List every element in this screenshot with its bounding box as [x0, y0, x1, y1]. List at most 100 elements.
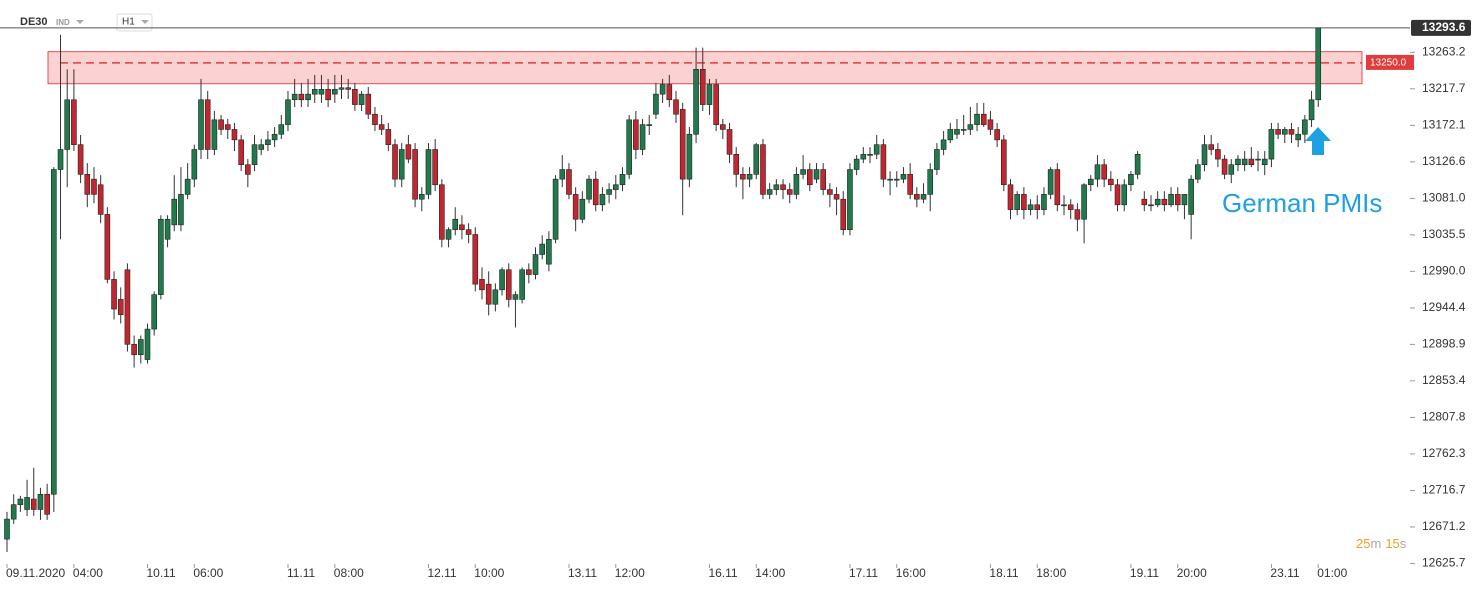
instrument-type[interactable]: IND	[56, 18, 70, 27]
candle-body	[224, 124, 231, 130]
candle-body	[245, 164, 251, 175]
candle-body	[847, 169, 853, 230]
candle-body	[1195, 164, 1201, 180]
candle-body	[258, 144, 265, 150]
candle-body	[646, 124, 653, 126]
candle-body	[693, 69, 699, 135]
candle-body	[445, 229, 452, 240]
candle-body	[599, 194, 606, 206]
candle-body	[853, 158, 860, 170]
x-tick-label: 08:00	[334, 566, 364, 580]
candle-body	[893, 178, 900, 181]
candle-body	[726, 129, 733, 155]
x-tick-label: 19.11	[1130, 566, 1159, 580]
candle-body	[1221, 158, 1228, 175]
candle-body	[1054, 169, 1061, 206]
candle-body	[1014, 194, 1020, 210]
candle-body	[1074, 209, 1081, 220]
candle-body	[1174, 194, 1181, 206]
candle-body	[1128, 174, 1134, 186]
candle-body	[77, 144, 84, 175]
candle-body	[131, 344, 137, 356]
candle-body	[191, 149, 198, 180]
timeframe[interactable]: H1	[122, 17, 135, 28]
y-tick-label: 12853.4	[1422, 373, 1466, 387]
candle-body	[1255, 158, 1261, 161]
candle-body	[271, 133, 278, 141]
candle-body	[104, 214, 111, 280]
candle-body	[539, 243, 546, 255]
dropdown-arrow[interactable]	[141, 20, 149, 24]
candle-body	[1081, 184, 1087, 220]
candle-body	[920, 194, 927, 200]
candle-body	[17, 498, 24, 505]
candle-body	[111, 279, 117, 310]
candle-body	[947, 129, 954, 141]
candle-body	[994, 129, 1000, 141]
dropdown-arrow[interactable]	[76, 20, 84, 24]
candle-body	[378, 124, 385, 130]
candle-body	[666, 84, 673, 101]
candle-body	[733, 153, 740, 175]
candle-body	[780, 184, 786, 190]
candle-body	[519, 269, 525, 300]
candle-body	[806, 169, 813, 186]
candle-body	[760, 144, 766, 195]
candle-body	[265, 139, 271, 145]
candle-body	[1288, 129, 1295, 135]
x-tick-label: 23.11	[1270, 566, 1299, 580]
candle-body	[278, 124, 285, 135]
candle-body	[673, 99, 679, 115]
candle-body	[1021, 194, 1027, 210]
candle-body	[1114, 184, 1121, 206]
candle-body	[1201, 144, 1208, 166]
y-tick-label: 12762.3	[1422, 446, 1466, 460]
candle-body	[1161, 198, 1168, 206]
candle-body	[184, 178, 191, 195]
x-tick-label: 18:00	[1036, 566, 1066, 580]
candle-body	[1041, 194, 1047, 210]
candle-body	[820, 169, 826, 190]
candle-body	[612, 184, 619, 190]
candle-body	[1295, 133, 1301, 141]
candle-body	[753, 144, 760, 175]
candle-body	[1168, 194, 1174, 206]
candle-body	[211, 119, 218, 150]
candle-body	[1001, 139, 1007, 186]
candle-body	[619, 174, 626, 186]
candle-body	[1027, 204, 1034, 210]
x-tick-label: 06:00	[193, 566, 223, 580]
candle-body	[71, 99, 77, 145]
candle-body	[345, 87, 351, 90]
resistance-tag	[1366, 54, 1414, 70]
y-tick-label: 12990.0	[1422, 264, 1466, 278]
candle-body	[606, 189, 612, 195]
candle-body	[4, 518, 10, 540]
candle-body	[740, 174, 746, 180]
candle-body	[238, 139, 244, 166]
candle-body	[1007, 184, 1014, 210]
candle-body	[1047, 169, 1054, 195]
candle-body	[813, 169, 820, 180]
candle-body	[706, 84, 713, 105]
candle-body	[1094, 164, 1101, 180]
candle-body	[679, 109, 686, 180]
candle-body	[124, 269, 131, 345]
candle-body	[285, 99, 291, 125]
timeframe-box[interactable]	[116, 13, 153, 32]
candle-body	[1134, 153, 1141, 175]
candle-body	[231, 129, 238, 141]
candle-body	[1154, 198, 1161, 206]
y-tick-label: 12671.2	[1422, 519, 1466, 533]
candle-body	[626, 119, 632, 175]
y-tick-label: 12807.8	[1422, 410, 1466, 424]
candle-body	[405, 144, 412, 160]
candle-body	[980, 113, 987, 125]
candle-body	[158, 218, 164, 295]
candle-body	[325, 89, 331, 101]
x-tick-label: 10.11	[146, 566, 175, 580]
candle-body	[659, 84, 666, 95]
candle-body	[907, 174, 913, 195]
candle-body	[1308, 99, 1315, 121]
